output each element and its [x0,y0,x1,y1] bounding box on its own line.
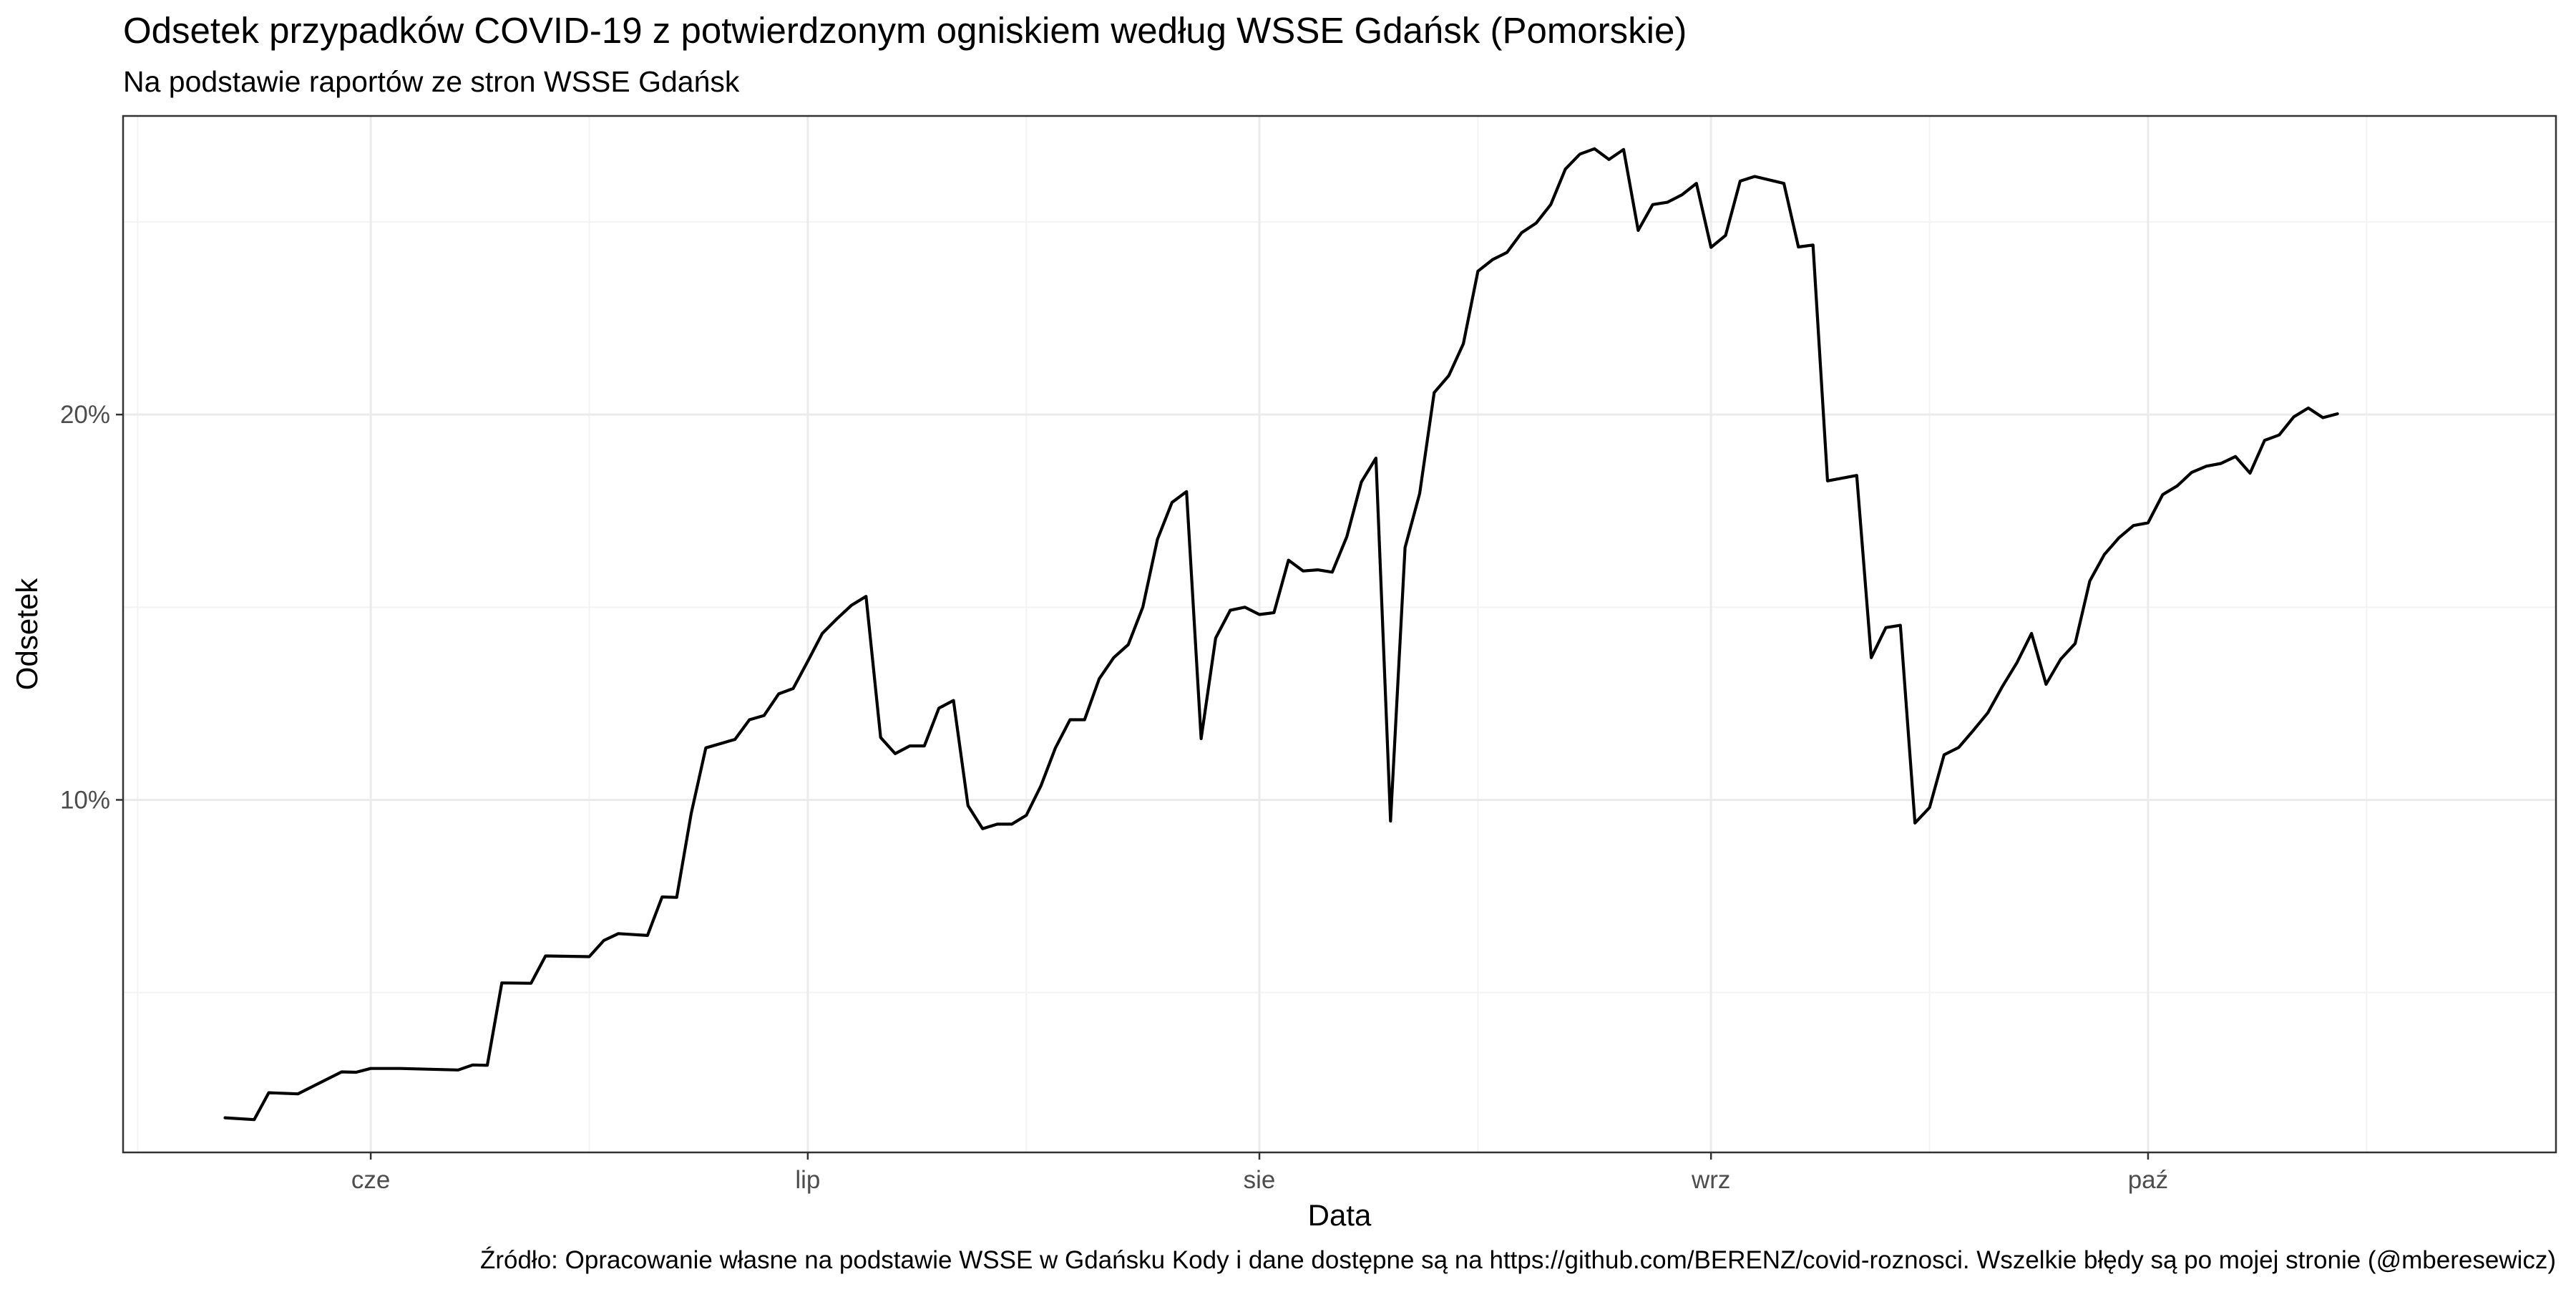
x-axis-title: Data [1308,1198,1372,1232]
x-tick-label: lip [795,1166,820,1194]
series-line [223,147,2339,1122]
chart-title: Odsetek przypadków COVID-19 z potwierdzo… [123,10,1687,51]
y-axis: 10% 20% [60,401,123,814]
data-series [223,147,2339,1122]
x-tick-label: cze [351,1166,390,1194]
chart-caption: Źródło: Opracowanie własne na podstawie … [480,1246,2556,1274]
y-tick-label: 10% [60,786,110,814]
plot-panel-border [122,115,2557,1154]
y-tick-label: 20% [60,401,110,429]
x-tick-label: wrz [1691,1166,1730,1194]
minor-gridlines [123,116,2556,1152]
major-gridlines [123,116,2556,1152]
chart-subtitle: Na podstawie raportów ze stron WSSE Gdań… [123,65,740,98]
y-axis-title: Odsetek [10,578,44,690]
x-axis: cze lip sie wrz paź [351,1152,2168,1194]
x-tick-label: paź [2128,1166,2168,1194]
x-tick-label: sie [1244,1166,1276,1194]
